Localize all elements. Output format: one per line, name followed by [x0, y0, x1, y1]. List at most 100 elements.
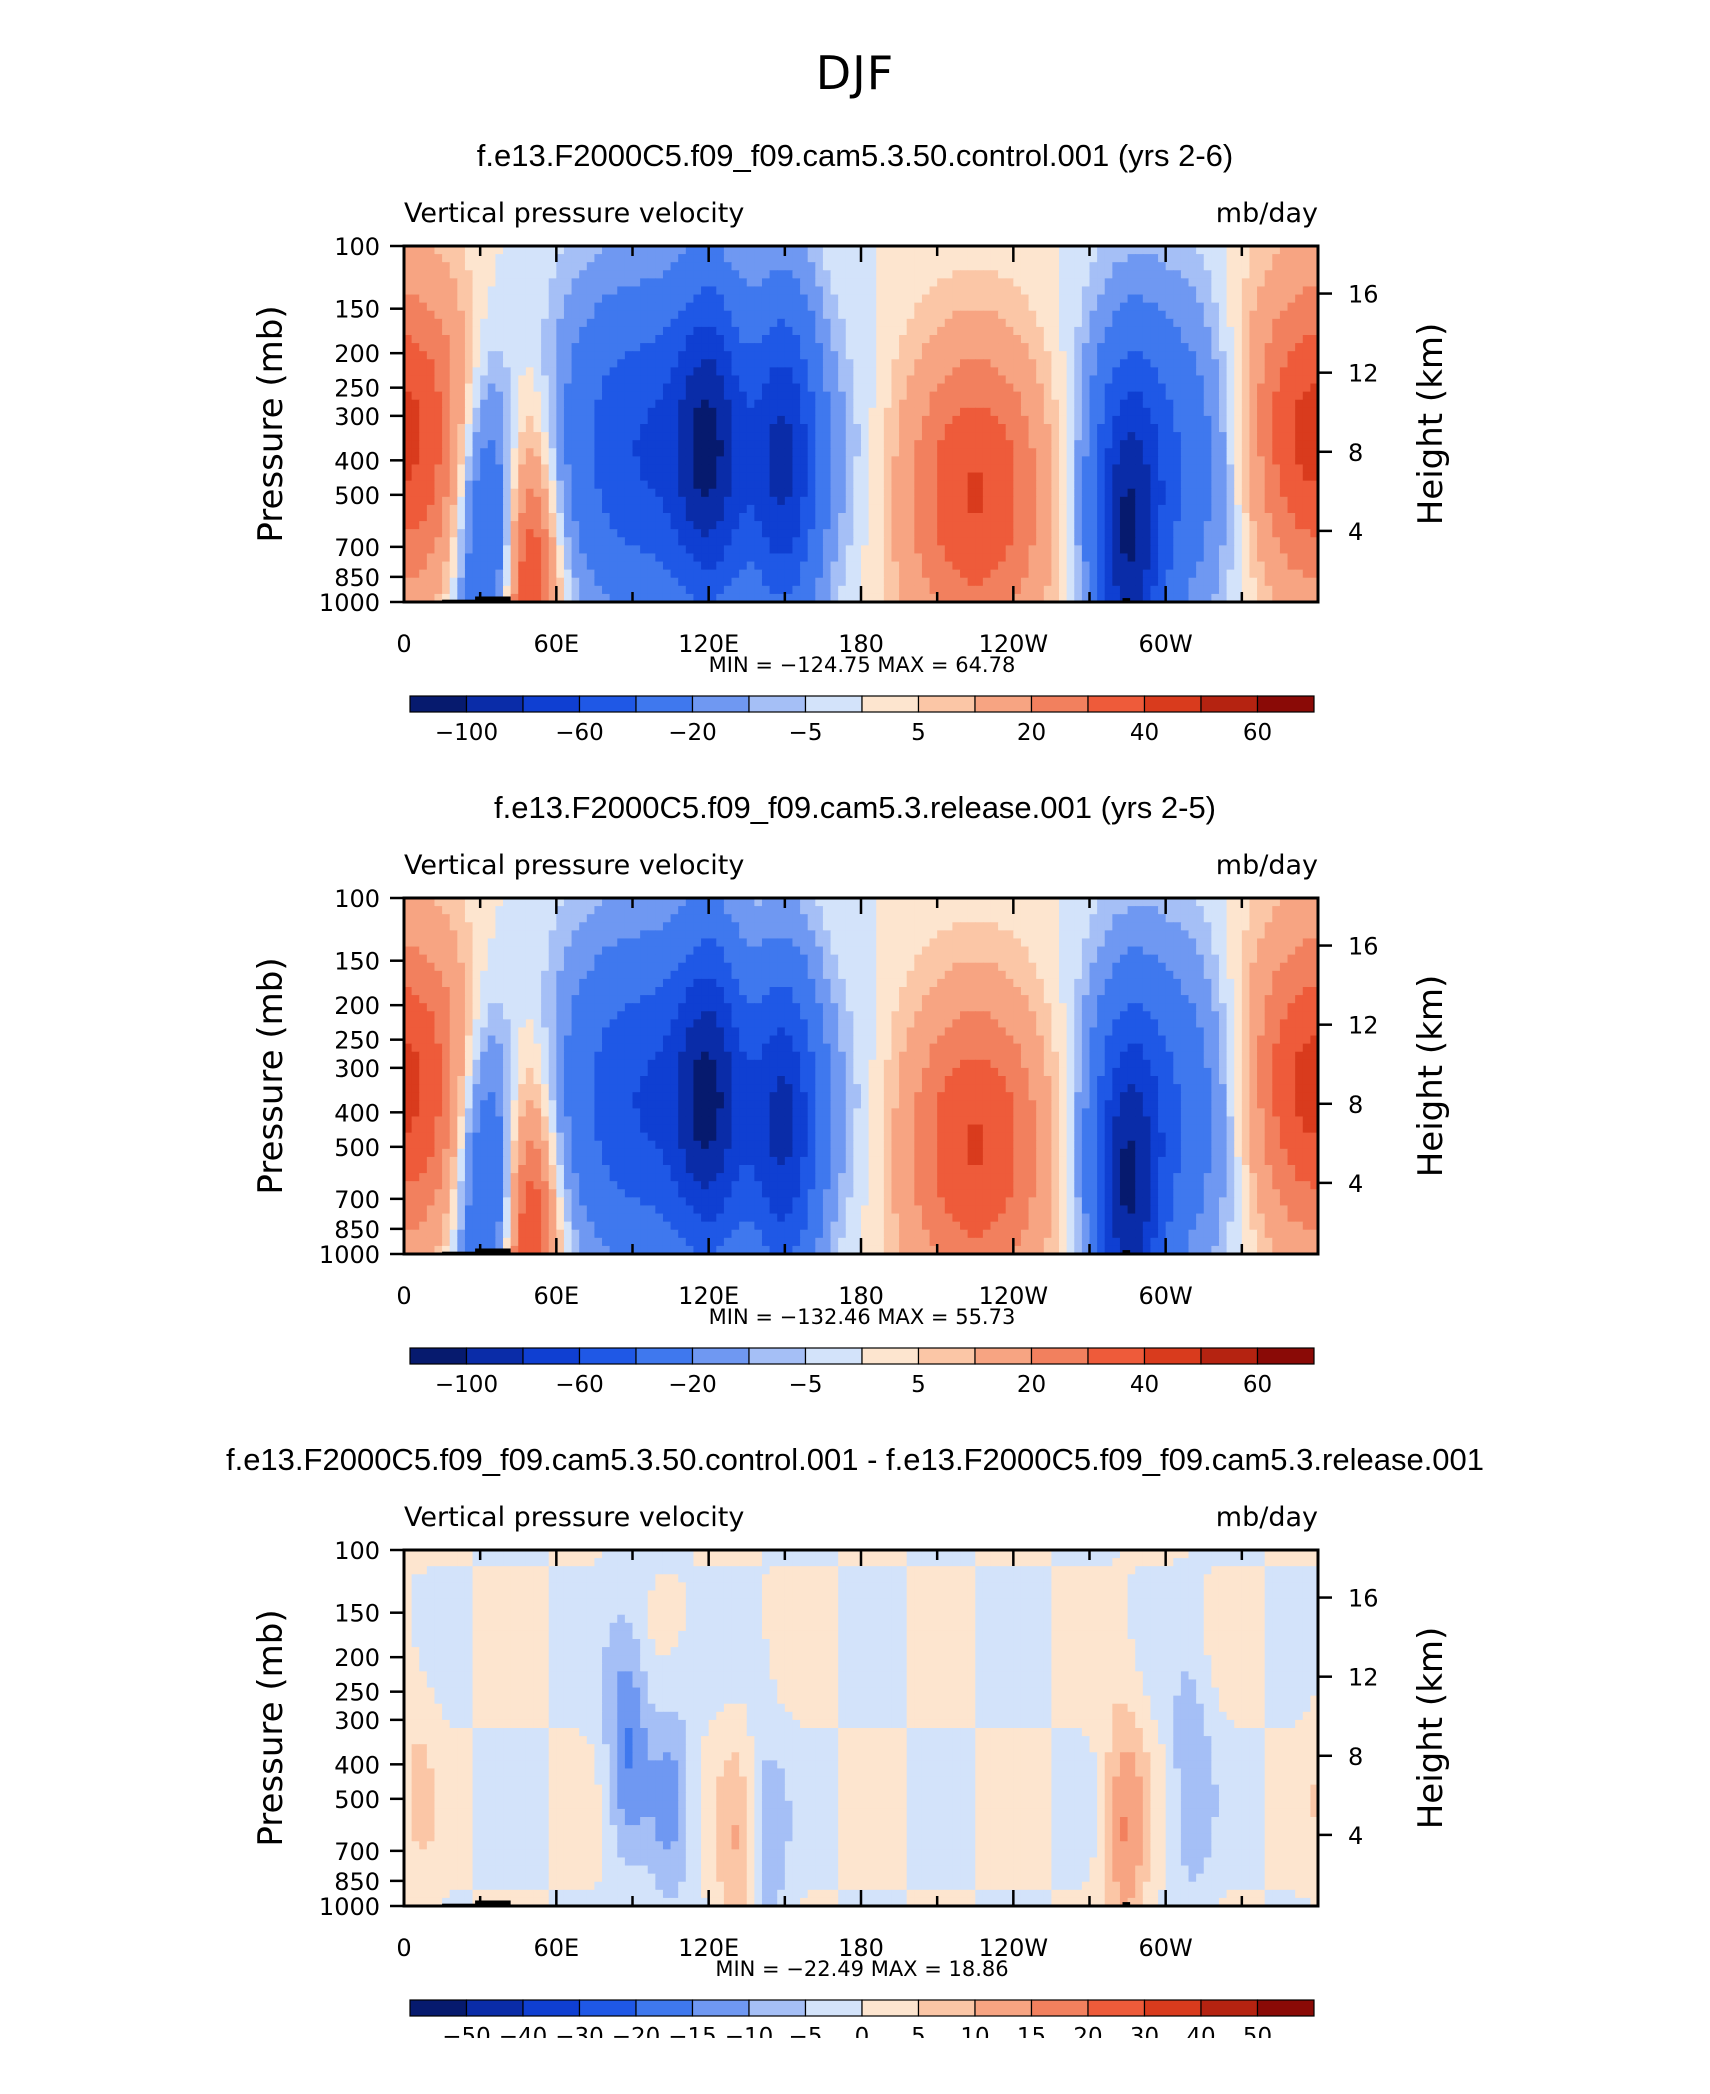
heatmap-cell — [457, 407, 466, 417]
heatmap-cell — [807, 375, 816, 385]
heatmap-cell — [746, 326, 755, 336]
heatmap-cell — [1180, 553, 1190, 563]
heatmap-cell — [1059, 270, 1068, 279]
heatmap-cell — [602, 529, 611, 538]
heatmap-cell — [1218, 262, 1228, 271]
heatmap-cell — [1249, 310, 1258, 320]
heatmap-cell — [891, 545, 900, 555]
heatmap-cell — [1211, 561, 1220, 571]
heatmap-cell — [1112, 448, 1121, 457]
heatmap-cell — [883, 480, 893, 490]
heatmap-cell — [442, 504, 451, 514]
heatmap-cell — [411, 448, 420, 457]
heatmap-cell — [1036, 569, 1045, 579]
heatmap-cell — [861, 278, 870, 288]
heatmap-cell — [541, 318, 550, 328]
heatmap-cell — [411, 391, 420, 401]
heatmap-cell — [1295, 294, 1304, 304]
heatmap-cell — [640, 504, 649, 514]
heatmap-cell — [411, 415, 420, 425]
heatmap-cell — [655, 310, 664, 320]
heatmap-cell — [990, 399, 999, 409]
heatmap-cell — [1051, 302, 1060, 312]
heatmap-cell — [647, 294, 656, 304]
heatmap-cell — [594, 375, 603, 385]
heatmap-cell — [838, 553, 847, 563]
heatmap-cell — [975, 367, 984, 377]
heatmap-cell — [1112, 513, 1121, 522]
heatmap-cell — [1119, 262, 1129, 271]
heatmap-cell — [434, 529, 443, 538]
heatmap-cell — [464, 270, 474, 279]
heatmap-cell — [678, 318, 687, 328]
heatmap-cell — [487, 513, 496, 522]
heatmap-cell — [541, 270, 550, 279]
heatmap-cell — [693, 521, 702, 530]
heatmap-cell — [784, 537, 794, 546]
heatmap-cell — [769, 424, 778, 433]
heatmap-cell — [419, 472, 428, 482]
heatmap-cell — [746, 415, 755, 425]
heatmap-cell — [1104, 424, 1113, 433]
heatmap-cell — [921, 448, 931, 457]
heatmap-cell — [701, 464, 710, 474]
heatmap-cell — [716, 270, 725, 279]
heatmap-cell — [838, 375, 847, 385]
heatmap-cell — [1112, 375, 1121, 385]
heatmap-cell — [899, 399, 908, 409]
heatmap-cell — [822, 375, 832, 385]
heatmap-cell — [1013, 480, 1022, 490]
heatmap-cell — [761, 415, 771, 425]
heatmap-cell — [746, 529, 755, 538]
heatmap-cell — [678, 415, 687, 425]
heatmap-cell — [1218, 504, 1228, 514]
heatmap-cell — [868, 440, 877, 449]
heatmap-cell — [464, 472, 474, 482]
heatmap-cell — [982, 504, 992, 514]
heatmap-cell — [480, 270, 489, 279]
heatmap-cell — [815, 504, 824, 514]
heatmap-cell — [487, 359, 496, 368]
heatmap-cell — [556, 456, 565, 466]
heatmap-cell — [419, 335, 428, 344]
heatmap-cell — [723, 375, 733, 385]
heatmap-cell — [754, 359, 763, 368]
heatmap-cell — [921, 335, 931, 344]
heatmap-cell — [861, 399, 870, 409]
heatmap-cell — [899, 504, 908, 514]
heatmap-cell — [891, 343, 900, 352]
heatmap-cell — [579, 294, 588, 304]
heatmap-cell — [1135, 302, 1144, 312]
heatmap-cell — [876, 529, 885, 538]
heatmap-cell — [1272, 407, 1281, 417]
heatmap-cell — [861, 561, 870, 571]
heatmap-cell — [914, 537, 923, 546]
heatmap-cell — [1241, 448, 1251, 457]
heatmap-cell — [495, 262, 504, 271]
heatmap-cell — [876, 262, 885, 271]
heatmap-cell — [815, 294, 824, 304]
heatmap-cell — [716, 432, 725, 441]
heatmap-cell — [640, 286, 649, 296]
heatmap-cell — [1264, 318, 1273, 328]
heatmap-cell — [685, 561, 695, 571]
heatmap-cell — [876, 424, 885, 433]
heatmap-cell — [609, 521, 618, 530]
heatmap-cell — [723, 391, 733, 401]
heatmap-cell — [1051, 359, 1060, 368]
heatmap-cell — [876, 407, 885, 417]
heatmap-cell — [1188, 343, 1197, 352]
heatmap-cell — [571, 407, 580, 417]
heatmap-cell — [845, 561, 854, 571]
heatmap-cell — [426, 343, 436, 352]
heatmap-cell — [975, 383, 984, 393]
heatmap-cell — [1165, 424, 1174, 433]
heatmap-cell — [731, 302, 740, 312]
heatmap-cell — [693, 504, 702, 514]
heatmap-cell — [868, 302, 877, 312]
heatmap-cell — [1310, 480, 1319, 490]
heatmap-cell — [914, 504, 923, 514]
heatmap-cell — [1180, 415, 1190, 425]
heatmap-cell — [929, 432, 938, 441]
heatmap-cell — [716, 383, 725, 393]
